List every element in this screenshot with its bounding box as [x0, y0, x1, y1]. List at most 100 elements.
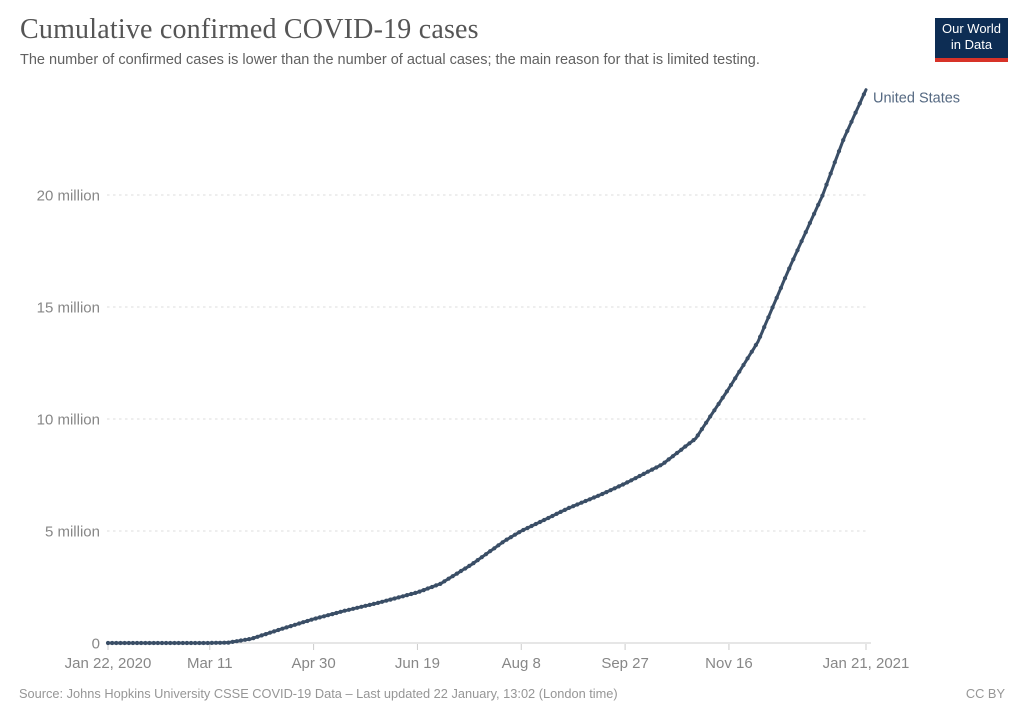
series-point — [176, 640, 181, 646]
series-point — [479, 555, 484, 560]
series-point — [371, 601, 376, 607]
series-point — [230, 639, 235, 645]
y-axis-label: 5 million — [45, 524, 100, 541]
series-point — [189, 640, 194, 646]
x-axis-label: Sep 27 — [601, 655, 649, 672]
y-axis-label: 15 million — [37, 300, 100, 317]
series-point — [645, 469, 651, 474]
series-line — [106, 88, 868, 645]
series-point — [247, 637, 252, 642]
series-point — [330, 612, 335, 617]
series-point — [575, 502, 580, 507]
series-point — [375, 600, 381, 606]
series-point — [841, 138, 846, 143]
series-point — [587, 497, 592, 502]
series-point — [234, 639, 239, 644]
series-point — [471, 561, 476, 566]
series-point — [118, 640, 123, 646]
series-point — [716, 401, 721, 407]
y-axis-label: 10 million — [37, 412, 100, 429]
series-point — [309, 617, 314, 622]
series-point — [359, 604, 364, 609]
series-point — [413, 590, 418, 596]
owid-logo[interactable]: Our World in Data — [935, 18, 1008, 62]
series-point — [803, 230, 808, 235]
owid-logo-line2: in Data — [950, 37, 993, 52]
series-point — [301, 620, 306, 625]
series-point — [699, 427, 705, 432]
series-point — [562, 507, 568, 512]
series-point — [346, 607, 351, 612]
x-axis-label: Apr 30 — [291, 655, 335, 672]
series-point — [853, 110, 858, 115]
series-point — [342, 608, 347, 613]
series-point — [778, 285, 784, 291]
x-axis-label: Jan 22, 2020 — [65, 655, 152, 672]
series-point — [679, 447, 684, 452]
series-point — [608, 488, 613, 493]
series-point — [446, 576, 451, 581]
series-point — [708, 414, 713, 419]
page-title: Cumulative confirmed COVID-19 cases — [20, 14, 479, 45]
series-point — [654, 465, 659, 470]
series-point — [396, 595, 401, 600]
series-point — [836, 149, 842, 154]
series-point — [737, 369, 742, 374]
series-point — [728, 382, 734, 388]
series-point — [409, 591, 414, 597]
series-point — [255, 634, 260, 639]
series-point — [159, 640, 165, 646]
series-point — [280, 626, 285, 631]
series-point — [537, 519, 543, 525]
series-point — [172, 640, 177, 646]
series-point — [126, 640, 131, 646]
series-point — [475, 558, 480, 563]
series-point — [816, 202, 821, 207]
series-point — [845, 128, 850, 134]
series-point — [566, 505, 572, 510]
license-link[interactable]: CC BY — [965, 686, 1005, 701]
series-point — [288, 624, 293, 629]
series-point — [633, 476, 638, 481]
series-point — [550, 513, 555, 519]
series-point — [704, 420, 709, 425]
series-point — [380, 599, 385, 604]
series-point — [758, 334, 763, 339]
series-point — [529, 523, 534, 529]
series-point — [488, 549, 493, 554]
series-point — [363, 603, 368, 608]
series-point — [612, 486, 617, 491]
series-point — [733, 376, 738, 381]
series-point — [238, 638, 243, 643]
series-point — [546, 515, 551, 521]
series-point — [512, 532, 518, 537]
series-point — [666, 457, 671, 462]
series-point — [334, 610, 339, 616]
series-point — [209, 640, 214, 646]
series-point — [625, 480, 630, 485]
series-point — [770, 305, 775, 310]
series-point — [741, 362, 746, 368]
series-point — [168, 640, 173, 646]
series-point — [812, 211, 817, 216]
series-point — [463, 566, 468, 571]
series-point — [425, 586, 430, 591]
series-point — [591, 495, 597, 500]
series-point — [272, 629, 277, 634]
series-point — [745, 356, 750, 361]
x-axis-label: Jun 19 — [395, 655, 440, 672]
series-point — [355, 605, 360, 610]
series-point — [454, 571, 459, 576]
series-point — [828, 171, 833, 176]
series-point — [724, 389, 730, 394]
series-point — [504, 537, 509, 542]
series-point — [674, 450, 680, 456]
series-point — [218, 640, 223, 645]
y-axis-label: 20 million — [37, 188, 100, 205]
series-point — [226, 640, 231, 645]
series-point — [496, 543, 501, 548]
series-point — [695, 433, 700, 438]
series-point — [687, 441, 692, 446]
series-point — [222, 640, 227, 645]
